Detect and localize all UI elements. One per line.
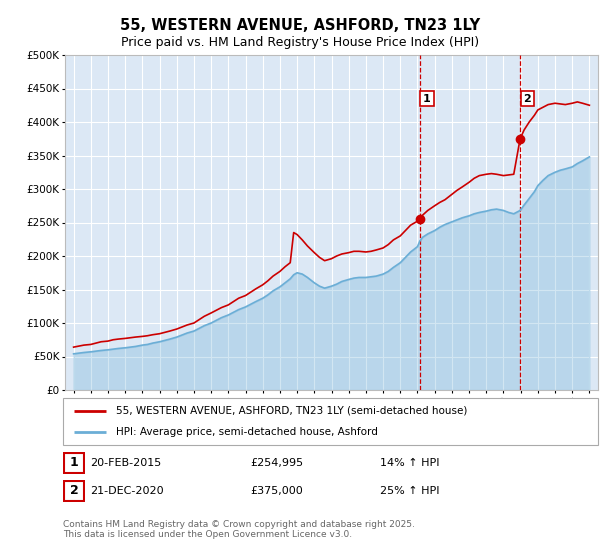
- Text: 55, WESTERN AVENUE, ASHFORD, TN23 1LY (semi-detached house): 55, WESTERN AVENUE, ASHFORD, TN23 1LY (s…: [116, 405, 468, 416]
- Text: £254,995: £254,995: [250, 458, 303, 468]
- Text: 21-DEC-2020: 21-DEC-2020: [90, 486, 164, 496]
- Text: 1: 1: [70, 456, 79, 469]
- Text: £375,000: £375,000: [250, 486, 303, 496]
- Text: HPI: Average price, semi-detached house, Ashford: HPI: Average price, semi-detached house,…: [116, 427, 379, 437]
- Text: Contains HM Land Registry data © Crown copyright and database right 2025.
This d: Contains HM Land Registry data © Crown c…: [63, 520, 415, 539]
- Text: 14% ↑ HPI: 14% ↑ HPI: [380, 458, 439, 468]
- Text: 55, WESTERN AVENUE, ASHFORD, TN23 1LY: 55, WESTERN AVENUE, ASHFORD, TN23 1LY: [120, 18, 480, 33]
- Text: 2: 2: [524, 94, 532, 104]
- Text: 2: 2: [70, 484, 79, 497]
- FancyBboxPatch shape: [64, 481, 84, 501]
- Text: 20-FEB-2015: 20-FEB-2015: [90, 458, 161, 468]
- Text: Price paid vs. HM Land Registry's House Price Index (HPI): Price paid vs. HM Land Registry's House …: [121, 36, 479, 49]
- Text: 1: 1: [423, 94, 431, 104]
- FancyBboxPatch shape: [63, 398, 598, 445]
- Text: 25% ↑ HPI: 25% ↑ HPI: [380, 486, 439, 496]
- FancyBboxPatch shape: [64, 453, 84, 473]
